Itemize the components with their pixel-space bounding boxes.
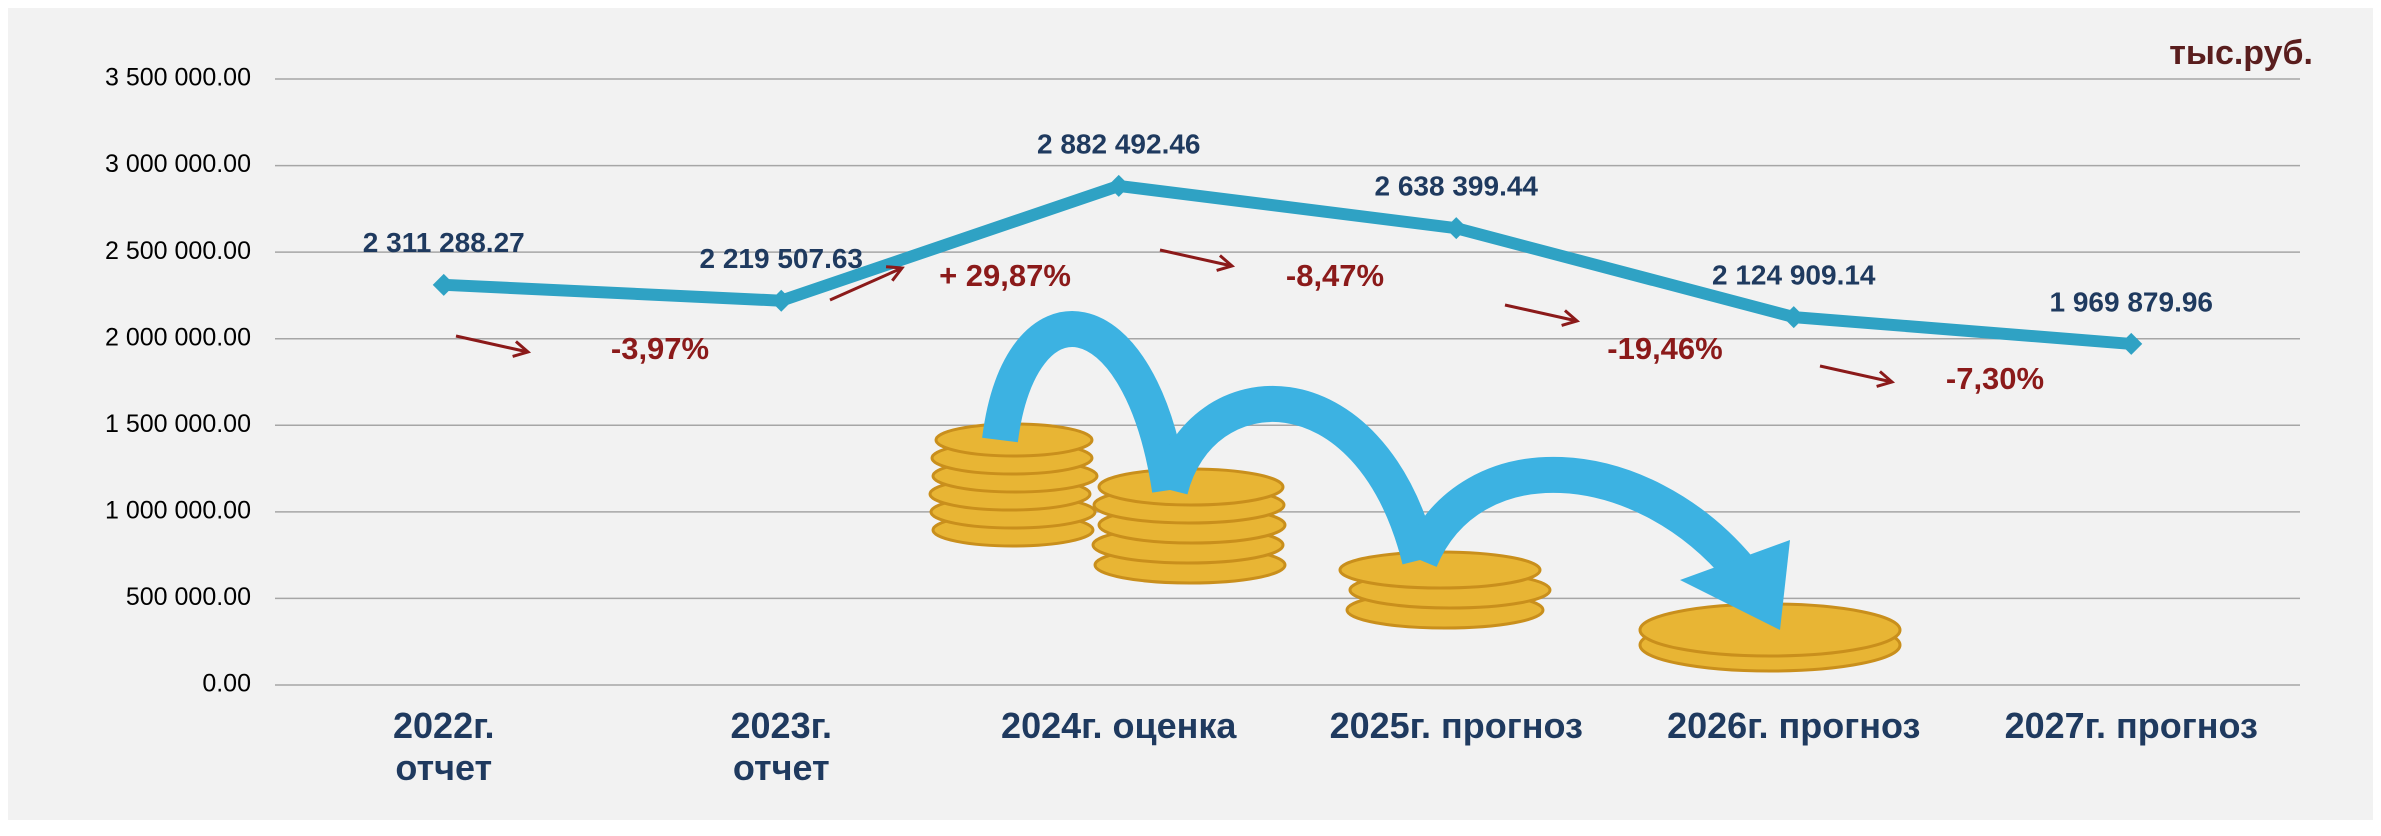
arrow-head: [1561, 309, 1581, 327]
y-tick-label: 1 500 000.00: [105, 410, 251, 438]
data-label: 2 882 492.46: [1037, 128, 1201, 159]
marker: [1445, 217, 1468, 240]
y-tick-label: 2 000 000.00: [105, 323, 251, 351]
annotation: -3,97%: [611, 331, 709, 366]
marker: [1782, 306, 1805, 329]
y-tick-label: 1 000 000.00: [105, 496, 251, 524]
arrow: [455, 334, 529, 354]
arrow-head: [1876, 370, 1896, 388]
y-tick-label: 2 500 000.00: [105, 237, 251, 265]
annotation: -7,30%: [1946, 361, 2044, 396]
arrow-head: [1216, 254, 1236, 272]
arrow-head: [885, 265, 905, 282]
arrow: [1819, 364, 1893, 384]
coins-illustration: [928, 311, 1902, 673]
data-label: 2 124 909.14: [1712, 259, 1876, 290]
data-label: 1 969 879.96: [2050, 286, 2214, 317]
y-tick-label: 500 000.00: [126, 583, 251, 611]
x-tick-label: 2022г. отчет: [393, 705, 495, 788]
annotation: -8,47%: [1286, 258, 1384, 293]
marker: [432, 273, 455, 296]
x-tick-label: 2024г. оценка: [1001, 705, 1237, 746]
unit-label: тыс.руб.: [2169, 34, 2313, 72]
x-tick-label: 2027г. прогноз: [2004, 705, 2258, 746]
arrow-head: [512, 340, 532, 358]
line: [443, 179, 2132, 350]
x-tick-label: 2025г. прогноз: [1329, 705, 1583, 746]
annotation: -19,46%: [1607, 331, 1722, 366]
y-tick-label: 3 000 000.00: [105, 150, 251, 178]
data-label: 2 638 399.44: [1375, 171, 1539, 202]
marker: [770, 289, 793, 312]
y-tick-label: 0.00: [202, 670, 251, 698]
data-label: 2 219 507.63: [700, 243, 864, 274]
arrow: [829, 266, 903, 302]
arrow: [1159, 248, 1233, 268]
annotation: + 29,87%: [939, 258, 1071, 293]
arrow: [1504, 303, 1578, 323]
y-tick-label: 3 500 000.00: [105, 64, 251, 92]
marker: [2120, 332, 2143, 355]
x-tick-label: 2023г. отчет: [730, 705, 832, 788]
data-label: 2 311 288.27: [363, 227, 525, 258]
marker: [1107, 174, 1130, 197]
x-tick-label: 2026г. прогноз: [1667, 705, 1921, 746]
